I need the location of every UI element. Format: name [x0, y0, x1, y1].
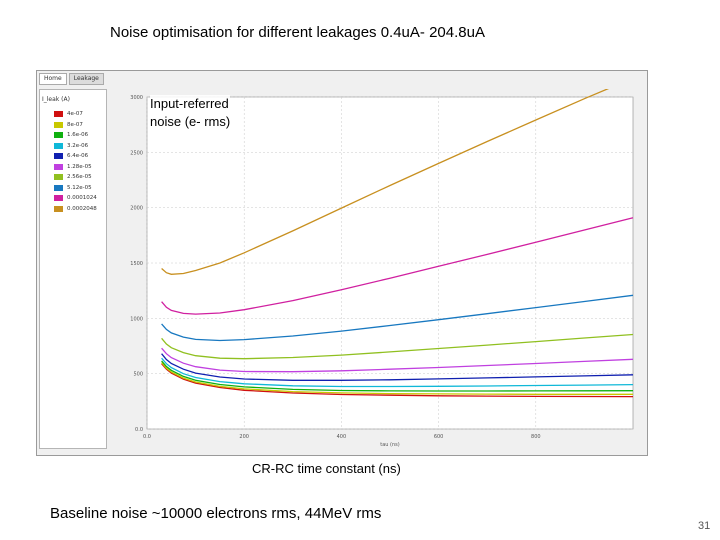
plot-window: Home Leakage I_leak (A) 4e-07 8e-07 1.6e-0…	[36, 70, 648, 456]
legend-header: I_leak (A)	[42, 96, 70, 103]
legend-swatch	[54, 142, 63, 149]
series-line-5.12e-05	[161, 294, 634, 342]
series-line-1.6e-06	[161, 360, 634, 392]
baseline-noise-note: Baseline noise ~10000 electrons rms, 44M…	[50, 505, 382, 522]
x-axis-label: tau (ns)	[380, 442, 400, 448]
legend-label: 2.56e-05	[67, 174, 92, 180]
legend-label: 5.12e-05	[67, 184, 92, 191]
tab-home[interactable]: Home	[39, 73, 67, 85]
series-line-4e-07	[161, 363, 634, 398]
annotation-line-2: noise (e- rms)	[150, 114, 231, 129]
legend-swatch	[54, 184, 63, 191]
legend-swatch	[54, 174, 63, 180]
tab-leakage[interactable]: Leakage	[68, 73, 104, 85]
legend-item[interactable]: 3.2e-06	[54, 142, 88, 150]
series-line-3.2e-06	[161, 357, 634, 388]
legend-item[interactable]: 1.28e-05	[54, 163, 92, 171]
y-tick-label: 1000	[130, 316, 143, 322]
noise-chart: 0.0 500 1000 1500 2000 2500 3000 0.0 200 400 600 80…	[130, 89, 634, 448]
legend-item[interactable]: 4e-07	[54, 110, 83, 118]
y-tick-label: 0.0	[135, 427, 143, 433]
legend-swatch	[54, 205, 63, 212]
x-tick-label: 600	[434, 434, 444, 440]
legend-swatch	[54, 111, 63, 117]
legend-swatch	[54, 132, 63, 138]
legend-label: 0.0002048	[67, 205, 97, 212]
x-tick-label: 200	[239, 434, 249, 440]
x-tick-label: 0.0	[143, 434, 151, 440]
y-tick-label: 2500	[130, 150, 143, 156]
series-line-0.0002048	[161, 89, 610, 275]
series-line-2.56e-05	[161, 333, 634, 360]
slide-title: Noise optimisation for different leakage…	[110, 24, 485, 41]
x-tick-label: 400	[337, 434, 347, 440]
series-line-0.0001024	[161, 217, 634, 315]
series-line-1.28e-05	[161, 347, 634, 373]
legend-item[interactable]: 0.0001024	[54, 194, 97, 202]
series-line-6.4e-06	[161, 353, 634, 381]
legend-item[interactable]: 5.12e-05	[54, 184, 92, 192]
legend-item[interactable]: 0.0002048	[54, 205, 97, 213]
y-tick-label: 500	[133, 372, 143, 378]
legend-label: 1.28e-05	[67, 163, 92, 170]
legend-item[interactable]: 1.6e-06	[54, 131, 88, 139]
legend-item[interactable]: 6.4e-06	[54, 152, 88, 160]
y-tick-label: 1500	[130, 261, 143, 267]
legend-swatch	[54, 153, 63, 159]
legend-label: 8e-07	[67, 121, 83, 128]
legend-label: 1.6e-06	[67, 132, 89, 138]
x-axis-caption: CR-RC time constant (ns)	[252, 461, 401, 476]
annotation-line-1: Input-referred	[150, 96, 229, 111]
legend-label: 6.4e-06	[67, 153, 89, 159]
legend-label: 3.2e-06	[67, 142, 89, 149]
legend-item[interactable]: 2.56e-05	[54, 173, 92, 181]
legend-label: 0.0001024	[67, 195, 97, 201]
series-line-8e-07	[161, 362, 633, 395]
legend-item[interactable]: 8e-07	[54, 121, 83, 129]
x-tick-label: 800	[531, 434, 541, 440]
legend-swatch	[54, 121, 63, 128]
legend-swatch	[54, 163, 63, 170]
legend-panel: I_leak (A) 4e-07 8e-07 1.6e-06 3.2e-06 6.4e-…	[39, 89, 107, 449]
legend-swatch	[54, 195, 63, 201]
page-number: 31	[698, 520, 711, 532]
y-axis-annotation: Input-referred noise (e- rms)	[150, 95, 231, 131]
window-tabs: Home Leakage	[39, 73, 104, 85]
y-tick-label: 2000	[130, 206, 143, 212]
legend-label: 4e-07	[67, 111, 83, 117]
y-tick-label: 3000	[130, 95, 143, 101]
